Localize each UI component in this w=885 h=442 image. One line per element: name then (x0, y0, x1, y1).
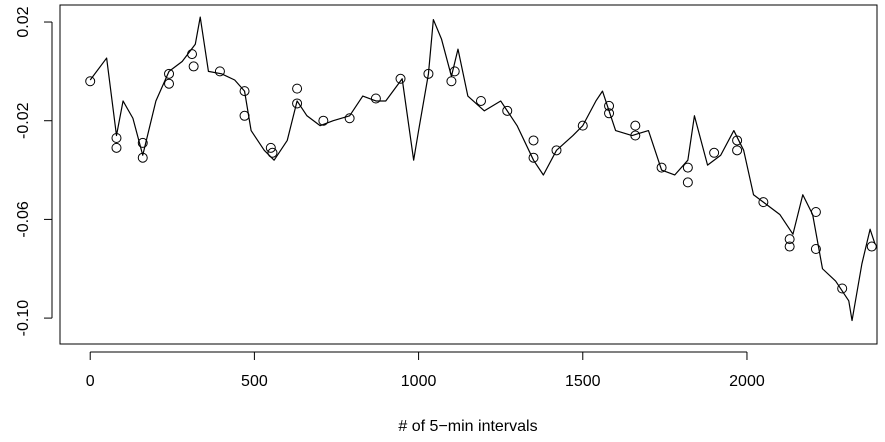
point-marker (292, 83, 303, 94)
y-tick-label: -0.02 (15, 102, 32, 139)
point-marker (866, 241, 877, 252)
point-marker (709, 147, 720, 158)
point-marker (214, 66, 225, 77)
x-tick-label: 1500 (565, 373, 601, 390)
point-marker (656, 162, 667, 173)
point-marker (528, 135, 539, 146)
x-tick-label: 1000 (401, 373, 437, 390)
point-marker (318, 115, 329, 126)
y-tick-label: -0.10 (15, 300, 32, 337)
point-marker (784, 241, 795, 252)
point-marker (164, 78, 175, 89)
point-marker (604, 100, 615, 111)
point-marker (604, 108, 615, 119)
point-marker (446, 76, 457, 87)
point-marker (111, 142, 122, 153)
point-marker (164, 68, 175, 79)
point-marker (837, 283, 848, 294)
point-marker (630, 130, 641, 141)
point-marker (475, 95, 486, 106)
y-tick-label: 0.02 (15, 6, 32, 37)
point-marker (732, 145, 743, 156)
point-marker (682, 177, 693, 188)
point-marker (188, 61, 199, 72)
point-marker (732, 135, 743, 146)
point-marker (502, 105, 513, 116)
point-marker (267, 147, 278, 158)
point-marker (137, 137, 148, 148)
point-marker (810, 244, 821, 255)
x-tick-label: 0 (86, 373, 95, 390)
point-marker (423, 68, 434, 79)
series-line (89, 16, 876, 322)
point-marker (630, 120, 641, 131)
x-tick-label: 2000 (729, 373, 765, 390)
point-marker (528, 152, 539, 163)
point-marker (344, 113, 355, 124)
point-marker (292, 98, 303, 109)
point-marker (682, 162, 693, 173)
x-tick-label: 500 (241, 373, 268, 390)
point-marker (370, 93, 381, 104)
point-marker (239, 86, 250, 97)
plot-box (59, 4, 878, 345)
point-marker (239, 110, 250, 121)
point-marker (784, 234, 795, 245)
y-tick-label: -0.06 (15, 201, 32, 238)
point-marker (577, 120, 588, 131)
point-marker (449, 66, 460, 77)
point-marker (810, 207, 821, 218)
point-marker (187, 49, 198, 60)
point-marker (395, 73, 406, 84)
point-marker (111, 132, 122, 143)
point-marker (137, 152, 148, 163)
point-marker (551, 145, 562, 156)
point-marker (265, 142, 276, 153)
point-marker (85, 76, 96, 87)
point-marker (758, 197, 769, 208)
x-axis-label: # of 5−min intervals (398, 418, 537, 435)
